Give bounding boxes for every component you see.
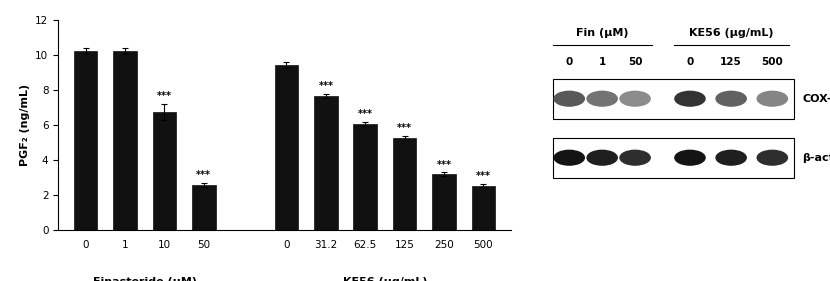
Ellipse shape bbox=[757, 91, 788, 106]
Ellipse shape bbox=[620, 150, 650, 165]
FancyBboxPatch shape bbox=[553, 138, 794, 178]
Bar bbox=[314, 96, 338, 230]
Bar bbox=[354, 124, 377, 230]
Ellipse shape bbox=[587, 150, 618, 165]
Text: β-actin: β-actin bbox=[803, 153, 830, 163]
Text: Finasteride (μM): Finasteride (μM) bbox=[93, 277, 197, 281]
Ellipse shape bbox=[620, 91, 650, 106]
Text: ***: *** bbox=[358, 109, 373, 119]
Bar bbox=[113, 51, 137, 230]
Bar bbox=[153, 112, 176, 230]
Ellipse shape bbox=[587, 91, 618, 106]
Y-axis label: PGF₂ (ng/mL): PGF₂ (ng/mL) bbox=[20, 84, 30, 166]
Text: ***: *** bbox=[397, 123, 413, 133]
Text: ***: *** bbox=[157, 91, 172, 101]
Text: 125: 125 bbox=[720, 57, 742, 67]
Ellipse shape bbox=[757, 150, 788, 165]
Text: 0: 0 bbox=[565, 57, 573, 67]
Text: KE56 (μg/mL): KE56 (μg/mL) bbox=[689, 28, 774, 38]
Ellipse shape bbox=[716, 91, 746, 106]
Text: ***: *** bbox=[196, 170, 212, 180]
Text: KE56 (μg/mL): KE56 (μg/mL) bbox=[343, 277, 427, 281]
Ellipse shape bbox=[716, 150, 746, 165]
Text: Fin (μM): Fin (μM) bbox=[576, 28, 628, 38]
Bar bbox=[471, 186, 496, 230]
Text: 0: 0 bbox=[686, 57, 694, 67]
Ellipse shape bbox=[675, 150, 705, 165]
Text: ***: *** bbox=[437, 160, 452, 170]
Bar bbox=[275, 65, 298, 230]
Bar bbox=[192, 185, 216, 230]
Text: 500: 500 bbox=[761, 57, 784, 67]
Ellipse shape bbox=[554, 150, 584, 165]
Bar bbox=[74, 51, 97, 230]
Text: COX-2: COX-2 bbox=[803, 94, 830, 104]
Bar bbox=[432, 174, 456, 230]
Ellipse shape bbox=[554, 91, 584, 106]
FancyBboxPatch shape bbox=[553, 79, 794, 119]
Text: ***: *** bbox=[476, 171, 491, 181]
Text: 1: 1 bbox=[598, 57, 606, 67]
Text: 50: 50 bbox=[627, 57, 642, 67]
Text: ***: *** bbox=[319, 81, 334, 91]
Bar bbox=[393, 138, 417, 230]
Ellipse shape bbox=[675, 91, 705, 106]
